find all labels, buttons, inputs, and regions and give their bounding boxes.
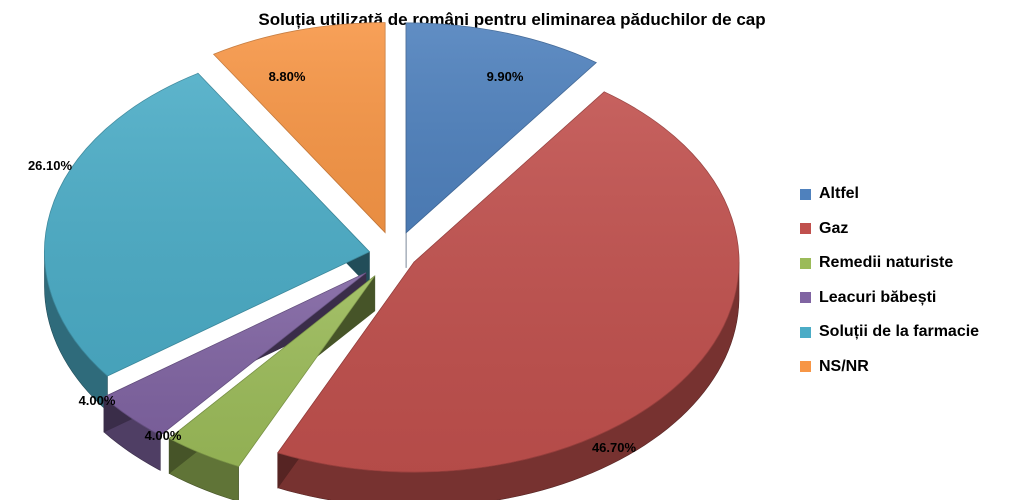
slice-top-shine <box>169 275 375 467</box>
legend-item-ns-nr: NS/NR <box>800 350 1020 385</box>
slice-top-shine <box>277 91 739 473</box>
data-label-remedii-naturiste: 4.00% <box>145 428 182 443</box>
legend-label: Soluții de la farmacie <box>819 323 980 341</box>
legend-item-gaz: Gaz <box>800 212 1020 247</box>
legend-label: Remedii naturiste <box>819 254 954 272</box>
legend-swatch <box>800 326 811 338</box>
pie-slice-solutii-de-la-farmacie <box>44 72 371 412</box>
legend-swatch <box>800 257 811 269</box>
data-label-leacuri-babesti: 4.00% <box>79 393 116 408</box>
pie-slice-leacuri-babesti <box>103 272 367 471</box>
legend-label: NS/NR <box>819 357 869 375</box>
legend: Altfel Gaz Remedii naturiste Leacuri băbeșt… <box>800 177 1020 384</box>
pie-slice-ns-nr <box>212 22 386 234</box>
slice-top-shine <box>44 73 370 377</box>
legend-label: Altfel <box>819 185 859 203</box>
slice-top-shine <box>103 272 366 436</box>
legend-swatch <box>800 292 811 304</box>
legend-item-altfel: Altfel <box>800 177 1020 212</box>
data-label-solutii-de-la-farmacie: 26.10% <box>28 158 73 173</box>
pie-slice-altfel <box>405 22 597 268</box>
legend-item-solutii-de-la-farmacie: Soluții de la farmacie <box>800 315 1020 350</box>
legend-item-remedii-naturiste: Remedii naturiste <box>800 246 1020 281</box>
slice-top-shine <box>213 22 386 233</box>
legend-item-leacuri-babesti: Leacuri băbești <box>800 281 1020 316</box>
legend-swatch <box>800 188 811 200</box>
pie-slice-remedii-naturiste <box>168 275 376 500</box>
legend-swatch <box>800 223 811 235</box>
data-label-ns-nr: 8.80% <box>269 69 306 84</box>
pie-slice-gaz <box>277 91 740 500</box>
legend-label: Leacuri băbești <box>819 288 937 306</box>
data-label-gaz: 46.70% <box>592 440 637 455</box>
legend-label: Gaz <box>819 219 849 237</box>
slice-top-shine <box>406 22 597 233</box>
data-label-altfel: 9.90% <box>487 69 524 84</box>
legend-swatch <box>800 361 811 373</box>
